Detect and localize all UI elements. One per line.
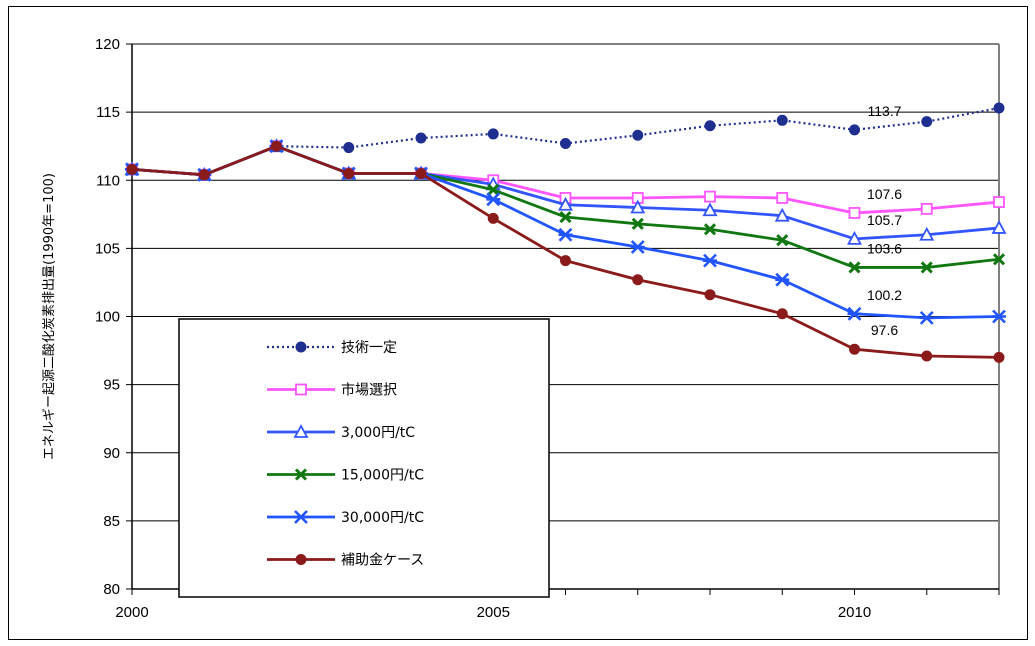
legend-label: 市場選択 bbox=[341, 382, 397, 399]
data-point bbox=[992, 253, 1006, 266]
data-point bbox=[704, 120, 716, 132]
legend-marker bbox=[295, 554, 307, 565]
data-point bbox=[776, 114, 788, 126]
data-point bbox=[849, 124, 860, 136]
data-label: 107.6 bbox=[867, 186, 902, 202]
chart-frame: 80 85 90 95 100 105 110 115 120 2000 2005 2010 エネル… bbox=[8, 6, 1028, 640]
data-point bbox=[921, 116, 933, 128]
legend-item-3: 15,000円/tC bbox=[267, 468, 424, 484]
legend-item-2: 3,000円/tC bbox=[267, 424, 415, 441]
legend-box bbox=[178, 318, 550, 598]
legend-label: 補助金ケース bbox=[341, 553, 424, 569]
data-point bbox=[487, 128, 499, 140]
data-point bbox=[415, 167, 427, 179]
x-tick-label: 2005 bbox=[477, 604, 510, 621]
data-point bbox=[919, 310, 934, 325]
data-point bbox=[776, 234, 789, 247]
data-point bbox=[560, 137, 571, 149]
data-point bbox=[630, 199, 646, 214]
data-label: 100.2 bbox=[867, 287, 902, 303]
data-point bbox=[343, 142, 355, 154]
data-point bbox=[632, 129, 644, 141]
y-tick-label: 100 bbox=[95, 309, 120, 326]
data-point bbox=[846, 230, 863, 245]
y-tick-label: 90 bbox=[103, 445, 120, 462]
data-point bbox=[991, 220, 1007, 234]
data-point bbox=[847, 306, 862, 321]
data-point bbox=[343, 167, 355, 179]
legend-label: 30,000円/tC bbox=[341, 510, 424, 526]
data-point bbox=[631, 217, 644, 230]
data-point bbox=[198, 169, 210, 181]
data-point bbox=[703, 253, 717, 268]
y-tick-label: 115 bbox=[96, 104, 120, 121]
x-tick-labels: 2000 2005 2010 bbox=[115, 604, 871, 621]
data-point bbox=[415, 132, 427, 144]
legend-marker bbox=[295, 341, 307, 353]
y-tick-label: 80 bbox=[103, 581, 120, 598]
data-point bbox=[487, 183, 500, 196]
data-point bbox=[848, 207, 861, 219]
data-point bbox=[702, 202, 718, 217]
data-point bbox=[487, 212, 499, 224]
legend-label: 技術一定 bbox=[341, 340, 397, 356]
data-point bbox=[992, 309, 1006, 324]
data-point bbox=[920, 202, 933, 215]
legend-label: 15,000円/tC bbox=[341, 468, 424, 484]
data-point bbox=[704, 190, 716, 203]
x-tick-label: 2010 bbox=[838, 604, 871, 621]
y-tick-label: 95 bbox=[103, 377, 120, 394]
data-point bbox=[993, 351, 1005, 363]
data-point bbox=[774, 207, 790, 222]
data-label: 103.6 bbox=[867, 240, 902, 256]
data-point bbox=[486, 192, 501, 207]
data-point bbox=[919, 226, 935, 241]
data-point bbox=[849, 343, 860, 355]
line-chart: 80 85 90 95 100 105 110 115 120 2000 2005 2010 エネル… bbox=[42, 36, 1007, 621]
data-point bbox=[776, 308, 788, 320]
data-point bbox=[632, 274, 644, 286]
data-point bbox=[993, 196, 1005, 208]
data-label: 113.7 bbox=[868, 103, 902, 119]
legend-marker bbox=[293, 424, 309, 438]
data-point bbox=[558, 227, 573, 242]
data-point bbox=[704, 289, 716, 301]
legend-item-1: 市場選択 bbox=[267, 382, 397, 399]
data-point bbox=[126, 163, 138, 175]
data-point bbox=[271, 140, 282, 152]
legend-marker bbox=[295, 383, 307, 396]
data-point bbox=[630, 240, 645, 254]
data-point bbox=[848, 261, 861, 274]
data-point bbox=[557, 196, 574, 211]
x-tick-label: 2000 bbox=[115, 604, 148, 621]
data-labels: 113.7 107.6 105.7 103.6 100.2 97.6 bbox=[867, 103, 902, 338]
y-tick-label: 85 bbox=[103, 513, 120, 530]
legend-marker bbox=[294, 468, 308, 481]
legend-item-5: 補助金ケース bbox=[267, 553, 424, 569]
data-label: 97.6 bbox=[871, 322, 898, 338]
legend-item-4: 30,000円/tC bbox=[267, 510, 424, 526]
data-point bbox=[775, 272, 790, 287]
data-label: 105.7 bbox=[867, 212, 902, 228]
legend-marker bbox=[294, 510, 308, 524]
y-tick-label: 105 bbox=[95, 240, 120, 257]
legend-label: 3,000円/tC bbox=[341, 425, 415, 441]
data-point bbox=[920, 261, 933, 274]
data-point bbox=[559, 210, 572, 224]
data-point bbox=[560, 255, 571, 267]
legend-item-0: 技術一定 bbox=[267, 340, 397, 356]
y-tick-label: 120 bbox=[95, 36, 120, 53]
series-lines bbox=[124, 102, 1007, 363]
data-point bbox=[703, 223, 717, 236]
data-point bbox=[921, 350, 933, 362]
series-5 bbox=[126, 140, 1005, 363]
data-point bbox=[776, 192, 789, 204]
y-axis-label: エネルギー起源二酸化炭素排出量(1990年=100) bbox=[42, 173, 57, 460]
y-tick-labels: 80 85 90 95 100 105 110 115 120 bbox=[95, 36, 120, 598]
y-tick-label: 110 bbox=[96, 172, 120, 189]
data-point bbox=[993, 102, 1005, 114]
